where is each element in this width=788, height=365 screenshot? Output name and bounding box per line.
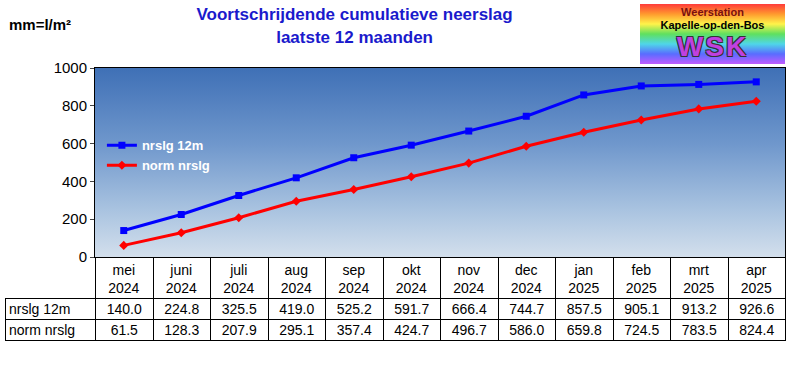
html-text:325.5: 325.5 [221, 301, 257, 317]
html-text:61.5: 61.5 [110, 322, 138, 338]
html-text:659.8: 659.8 [566, 322, 602, 338]
html-text:424.7: 424.7 [394, 322, 430, 338]
svg-text:200: 200 [62, 210, 87, 227]
svg-text:apr2025: apr2025 [741, 262, 772, 296]
svg-text:feb2025: feb2025 [626, 262, 657, 296]
svg-text:1000: 1000 [54, 59, 87, 76]
html-text:419.0: 419.0 [279, 301, 315, 317]
html-text:357.4: 357.4 [336, 322, 372, 338]
svg-text:800: 800 [62, 97, 87, 114]
svg-text:norm nrslg: norm nrslg [142, 158, 210, 173]
html-text:Kapelle-op-den-Bos: Kapelle-op-den-Bos [660, 19, 765, 31]
html-text:207.9: 207.9 [221, 322, 257, 338]
svg-text:aug2024: aug2024 [281, 262, 312, 296]
html-text:525.2: 525.2 [336, 301, 372, 317]
html-text:128.3: 128.3 [164, 322, 200, 338]
html-text:496.7: 496.7 [451, 322, 487, 338]
svg-text:nov2024: nov2024 [453, 262, 484, 296]
html-text:586.0: 586.0 [509, 322, 545, 338]
html-text:Weerstation: Weerstation [681, 6, 744, 18]
svg-text:mm=l/m²: mm=l/m² [9, 16, 71, 33]
html-text:666.4: 666.4 [451, 301, 487, 317]
html-text:857.5: 857.5 [566, 301, 602, 317]
svg-text:Voortschrijdende cumulatieve n: Voortschrijdende cumulatieve neerslaglaa… [197, 5, 513, 46]
svg-text:400: 400 [62, 173, 87, 190]
svg-text:dec2024: dec2024 [511, 262, 542, 296]
html-text:744.7: 744.7 [509, 301, 545, 317]
svg-text:juni2024: juni2024 [166, 262, 197, 296]
svg-text:600: 600 [62, 135, 87, 152]
svg-text:nrslg 12m: nrslg 12m [142, 138, 203, 153]
svg-text:jan2025: jan2025 [568, 262, 599, 296]
html-text:905.1: 905.1 [624, 301, 660, 317]
html-text:591.7: 591.7 [394, 301, 430, 317]
html-text:norm nrslg: norm nrslg [9, 322, 76, 338]
svg-text:mrt2025: mrt2025 [683, 262, 714, 296]
html-text:913.2: 913.2 [681, 301, 717, 317]
html-text:224.8: 224.8 [164, 301, 200, 317]
html-text:WSK: WSK [676, 31, 749, 62]
html-text:140.0: 140.0 [106, 301, 142, 317]
html-text:783.5: 783.5 [681, 322, 717, 338]
svg-text:juli2024: juli2024 [223, 262, 254, 296]
svg-text:mei2024: mei2024 [108, 262, 139, 296]
svg-text:okt2024: okt2024 [396, 262, 427, 296]
svg-text:sep2024: sep2024 [338, 262, 369, 296]
html-text:824.4: 824.4 [739, 322, 775, 338]
html-text:nrslg 12m: nrslg 12m [9, 301, 71, 317]
svg-text:0: 0 [79, 248, 87, 265]
html-text:295.1: 295.1 [279, 322, 315, 338]
html-text:926.6: 926.6 [739, 301, 775, 317]
html-text:724.5: 724.5 [624, 322, 660, 338]
